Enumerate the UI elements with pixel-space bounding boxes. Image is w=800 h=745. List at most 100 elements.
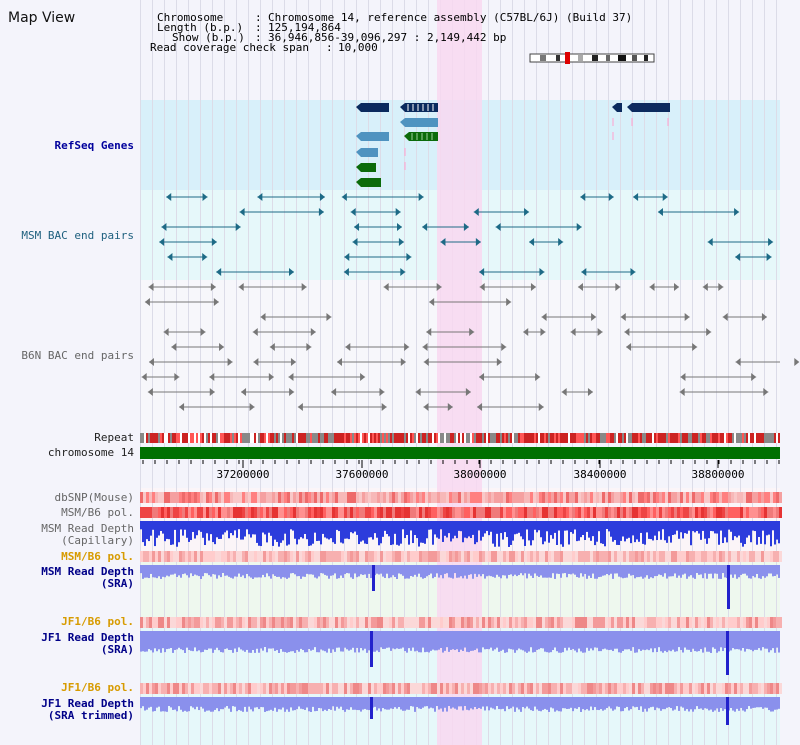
depth-bar xyxy=(516,697,518,708)
depth-bar xyxy=(566,565,568,578)
track-label-msm-bac[interactable]: MSM BAC end pairs xyxy=(21,229,134,242)
polymorphism-cell xyxy=(563,683,566,694)
repeat-block xyxy=(480,433,482,443)
depth-bar xyxy=(416,631,418,651)
polymorphism-cell xyxy=(743,617,746,628)
depth-bar xyxy=(372,521,374,540)
repeat-block xyxy=(168,433,170,443)
polymorphism-cell xyxy=(590,551,593,562)
depth-bar xyxy=(198,631,200,651)
depth-bar xyxy=(220,521,222,539)
polymorphism-cell xyxy=(581,507,584,518)
depth-bar xyxy=(538,631,540,650)
polymorphism-cell xyxy=(227,492,230,503)
track-label-msm-b6-pol-2[interactable]: MSM/B6 pol. xyxy=(61,550,134,563)
polymorphism-cell xyxy=(398,551,401,562)
depth-bar xyxy=(342,631,344,652)
repeat-block xyxy=(334,433,336,443)
depth-bar xyxy=(456,521,458,539)
polymorphism-cell xyxy=(554,507,557,518)
polymorphism-cell xyxy=(548,551,551,562)
depth-bar xyxy=(490,697,492,708)
polymorphism-cell xyxy=(365,683,368,694)
polymorphism-cell xyxy=(500,617,503,628)
depth-bar xyxy=(710,697,712,710)
depth-bar xyxy=(408,521,410,545)
polymorphism-cell xyxy=(617,551,620,562)
depth-bar xyxy=(648,697,650,709)
depth-bar xyxy=(334,697,336,711)
polymorphism-cell xyxy=(734,551,737,562)
track-label-repeat[interactable]: Repeat xyxy=(94,431,134,444)
depth-bar xyxy=(518,521,520,533)
depth-bar xyxy=(154,521,156,547)
depth-bar xyxy=(592,565,594,574)
depth-bar xyxy=(310,697,312,712)
track-label-b6n-bac[interactable]: B6N BAC end pairs xyxy=(21,349,134,362)
polymorphism-cell xyxy=(599,617,602,628)
repeat-block xyxy=(582,433,584,443)
polymorphism-cell xyxy=(635,507,638,518)
depth-bar xyxy=(730,521,732,532)
polymorphism-cell xyxy=(710,617,713,628)
bac-pair-end xyxy=(794,358,800,366)
track-label-jf1-depth-trimmed[interactable]: JF1 Read Depth xyxy=(41,697,134,710)
depth-bar xyxy=(438,565,440,578)
depth-bar xyxy=(376,631,378,651)
depth-bar xyxy=(658,631,660,648)
repeat-block xyxy=(666,433,668,443)
depth-bar xyxy=(574,565,576,575)
polymorphism-cell xyxy=(542,507,545,518)
depth-bar xyxy=(308,697,310,712)
depth-bar xyxy=(278,697,280,710)
depth-bar xyxy=(286,631,288,653)
depth-bar xyxy=(292,521,294,531)
polymorphism-cell xyxy=(599,551,602,562)
polymorphism-cell xyxy=(338,507,341,518)
bac-pair-end xyxy=(626,343,632,351)
polymorphism-cell xyxy=(539,683,542,694)
polymorphism-cell xyxy=(140,683,143,694)
depth-bar xyxy=(306,697,308,708)
track-label-refseq[interactable]: RefSeq Genes xyxy=(54,139,134,152)
track-label-jf1-depth-sra[interactable]: JF1 Read Depth xyxy=(41,631,134,644)
polymorphism-cell xyxy=(647,492,650,503)
track-label-msm-depth-capillary[interactable]: MSM Read Depth xyxy=(41,522,134,535)
bac-pair-end xyxy=(213,298,219,306)
bac-pair-end xyxy=(418,193,424,201)
depth-bar xyxy=(402,631,404,648)
polymorphism-cell xyxy=(545,492,548,503)
polymorphism-cell xyxy=(446,683,449,694)
depth-bar xyxy=(778,697,780,709)
depth-bar xyxy=(690,697,692,710)
depth-bar xyxy=(720,565,722,579)
polymorphism-cell xyxy=(170,492,173,503)
repeat-block xyxy=(400,433,402,443)
depth-bar xyxy=(162,521,164,534)
track-label-msm-depth-sra[interactable]: MSM Read Depth xyxy=(41,565,134,578)
depth-bar xyxy=(732,631,734,649)
repeat-block xyxy=(608,433,610,443)
polymorphism-cell xyxy=(284,683,287,694)
polymorphism-cell xyxy=(239,507,242,518)
depth-bar xyxy=(178,565,180,576)
depth-bar xyxy=(386,631,388,648)
track-label-chromosome[interactable]: chromosome 14 xyxy=(47,446,134,459)
repeat-block xyxy=(414,433,416,443)
polymorphism-cell xyxy=(416,551,419,562)
repeat-block xyxy=(684,433,686,443)
track-label-msm-b6-pol-1[interactable]: MSM/B6 pol. xyxy=(61,506,134,519)
track-label-dbsnp[interactable]: dbSNP(Mouse) xyxy=(54,491,134,504)
depth-bar xyxy=(412,565,414,577)
track-label-jf1-b6-pol-2[interactable]: JF1/B6 pol. xyxy=(61,681,134,694)
depth-bar xyxy=(432,565,434,579)
bac-pair-end xyxy=(597,328,603,336)
depth-bar xyxy=(508,565,510,575)
repeat-block xyxy=(332,433,334,443)
track-label-jf1-b6-pol-1[interactable]: JF1/B6 pol. xyxy=(61,615,134,628)
depth-bar xyxy=(646,697,648,712)
polymorphism-cell xyxy=(200,683,203,694)
depth-bar xyxy=(504,521,506,533)
polymorphism-cell xyxy=(209,492,212,503)
